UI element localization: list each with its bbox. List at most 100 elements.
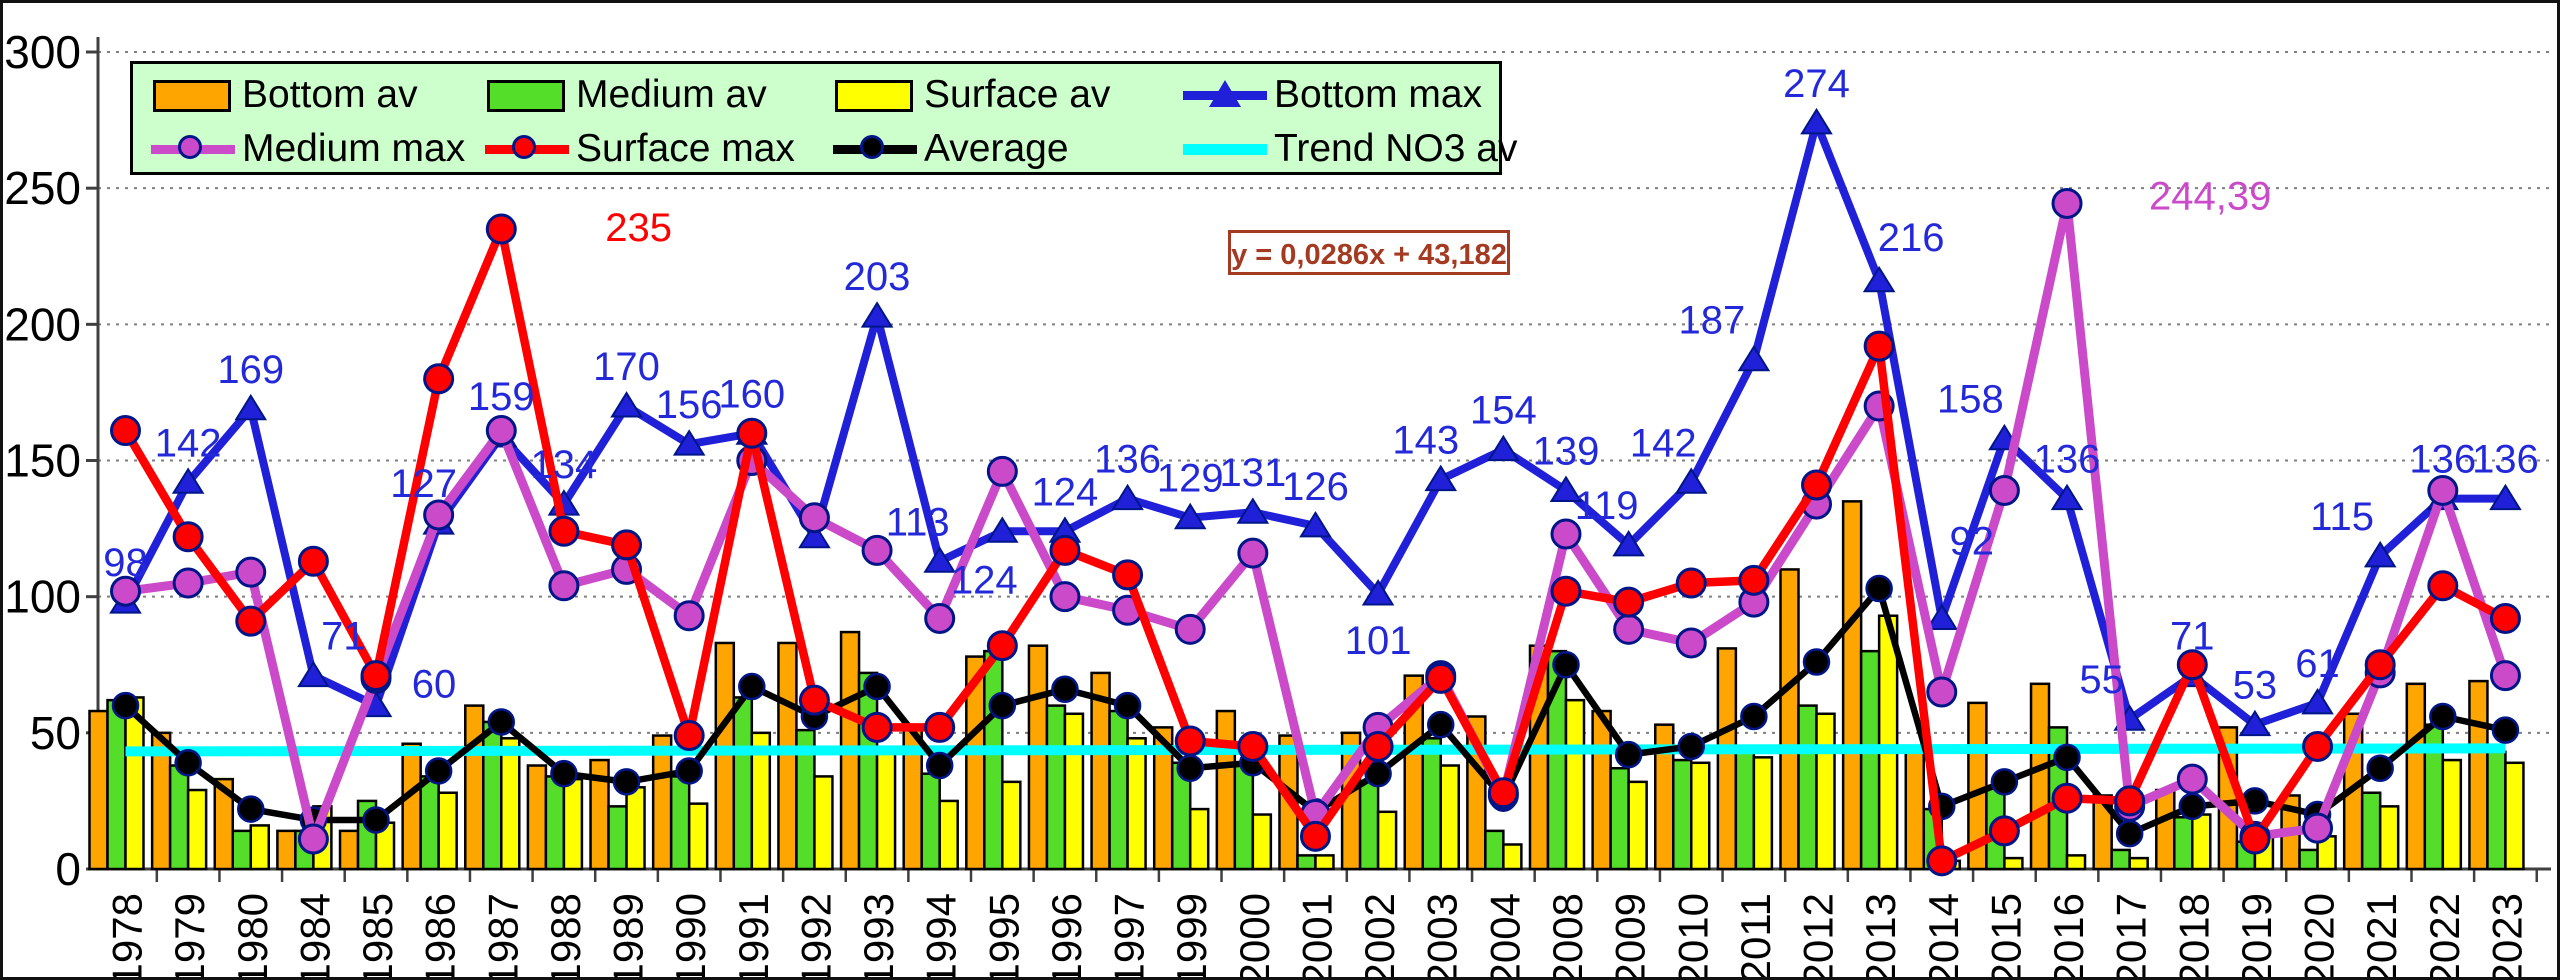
- bar-surface-av-2017: [2128, 856, 2149, 871]
- bar-medium-av-2010: [1672, 758, 1693, 871]
- point-medium-max-1987: [485, 415, 517, 447]
- data-label-bottom-max-2009: 119: [1575, 484, 1639, 528]
- legend-item-medium-av: Medium av: [485, 72, 767, 118]
- bar-surface-av-1994: [938, 799, 959, 871]
- bar-surface-av-2016: [2065, 854, 2087, 871]
- x-label-2000: 2000: [1231, 893, 1278, 980]
- bar-surface-av-1986: [437, 791, 458, 871]
- data-label-bottom-max-2002: 101: [1345, 619, 1412, 663]
- bar-bottom-av-1985: [338, 829, 360, 871]
- data-label-bottom-max-1988: 134: [531, 443, 598, 487]
- bar-surface-av-2012: [1815, 712, 1836, 871]
- point-average-1997: [1113, 691, 1142, 720]
- point-average-2017: [2115, 819, 2144, 848]
- data-label-bottom-max-2011: 187: [1679, 299, 1746, 343]
- point-bottom-max-1980: [234, 393, 268, 421]
- x-label-1992: 1992: [792, 893, 839, 980]
- bar-surface-av-2002: [1376, 810, 1398, 871]
- bar-medium-av-2001: [1296, 854, 1317, 871]
- x-axis: 1978 1979 1980 1984 1985 1986 1987 1988 1989 1990…: [104, 869, 2539, 980]
- point-medium-max-2015: [1988, 474, 2020, 506]
- data-label-bottom-max-2020: 61: [2295, 642, 2340, 686]
- bar-medium-av-2002: [1358, 780, 1380, 871]
- gridlines: [98, 51, 2551, 734]
- point-surface-max-2003: [1425, 662, 1457, 694]
- legend-item-surface-av: Surface av: [833, 72, 1110, 118]
- legend-label: Medium max: [242, 127, 466, 170]
- data-label-bottom-max-1984: 71: [321, 615, 366, 659]
- bar-bottom-av-2018: [2155, 788, 2176, 871]
- data-label-bottom-max-2008: 139: [1533, 429, 1600, 473]
- point-average-2008: [1552, 651, 1580, 679]
- bar-medium-av-1979: [168, 764, 190, 871]
- bar-surface-av-2003: [1439, 764, 1460, 871]
- point-average-2022: [2429, 702, 2457, 731]
- legend-item-trend-no3-av: Trend NO3 av: [1183, 126, 1517, 172]
- data-label-bottom-max-1985: 60: [412, 663, 457, 707]
- x-label-2015: 2015: [1982, 893, 2029, 980]
- bar-bottom-av-2016: [2029, 682, 2051, 871]
- point-surface-max-2021: [2364, 649, 2396, 681]
- legend-swatch-triangle-icon: [1183, 73, 1267, 117]
- x-label-1990: 1990: [667, 893, 714, 980]
- point-surface-max-2013: [1863, 330, 1895, 362]
- x-label-2004: 2004: [1481, 893, 1528, 980]
- bar-bottom-av-2000: [1215, 709, 1237, 871]
- point-average-1986: [424, 757, 453, 785]
- point-surface-max-2004: [1487, 777, 1519, 809]
- point-bottom-max-1989: [610, 391, 643, 418]
- point-surface-max-1978: [110, 415, 141, 447]
- point-medium-max-2009: [1613, 613, 1645, 645]
- data-label-bottom-max-1996: 124: [1032, 470, 1099, 514]
- line-surface-max: [110, 213, 2521, 877]
- point-surface-max-2008: [1550, 575, 1582, 607]
- data-label-bottom-max-1979: 142: [155, 421, 222, 465]
- point-average-1996: [1051, 675, 1079, 704]
- legend-swatch-bar-icon: [151, 73, 235, 117]
- data-label-bottom-max-1991: 160: [718, 372, 785, 416]
- bar-surface-av-1991: [750, 731, 772, 871]
- point-bottom-max-2004: [1487, 434, 1520, 462]
- bar-medium-av-2018: [2173, 816, 2194, 871]
- data-label-bottom-max-2016: 136: [2034, 438, 2101, 482]
- bar-medium-av-2023: [2486, 750, 2507, 871]
- point-medium-max-2023: [2489, 660, 2521, 692]
- point-medium-max-2000: [1237, 537, 1269, 569]
- point-average-2011: [1740, 702, 1768, 731]
- x-label-2021: 2021: [2358, 893, 2405, 980]
- point-surface-max-2019: [2239, 823, 2271, 855]
- point-medium-max-2010: [1675, 627, 1707, 659]
- bar-surface-av-2015: [2003, 856, 2024, 871]
- point-medium-max-1993: [861, 534, 893, 566]
- bar-medium-av-1986: [419, 775, 440, 871]
- bar-medium-av-2000: [1233, 761, 1255, 871]
- point-medium-max-2008: [1550, 518, 1582, 550]
- bar-bottom-av-2009: [1591, 709, 1612, 871]
- point-surface-max-1985: [360, 660, 392, 692]
- trend-line: [125, 743, 2506, 757]
- bar-medium-av-1994: [920, 772, 941, 871]
- data-label-bottom-max-1986: 127: [390, 462, 457, 506]
- x-label-2008: 2008: [1544, 893, 1591, 980]
- point-average-1978: [111, 691, 140, 720]
- bar-bottom-av-2023: [2468, 679, 2489, 871]
- bar-surface-av-2009: [1627, 780, 1648, 871]
- point-surface-max-1999: [1174, 725, 1206, 757]
- legend: Bottom av Medium av Surface av Bottom max Me…: [130, 61, 1517, 175]
- point-average-1980: [237, 795, 265, 823]
- point-medium-max-1986: [423, 499, 455, 531]
- x-label-1999: 1999: [1168, 893, 1215, 980]
- data-label-bottom-max-1989: 170: [593, 345, 660, 389]
- bar-bottom-av-2013: [1841, 500, 1863, 871]
- x-label-1978: 1978: [104, 893, 151, 980]
- bar-medium-av-1988: [544, 775, 566, 871]
- labels-bottom-max: 9814216971601271591341701561602031131241…: [103, 62, 2539, 708]
- legend-label: Bottom max: [1274, 73, 1483, 116]
- data-label-bottom-max-1987: 159: [468, 375, 535, 419]
- point-medium-max-2016: [2051, 187, 2083, 219]
- bar-medium-av-1991: [732, 696, 754, 871]
- legend-item-surface-max: Surface max: [485, 126, 795, 172]
- data-label-bottom-max-1990: 156: [656, 383, 723, 427]
- data-label-bottom-max-1980: 169: [217, 348, 284, 392]
- point-average-2015: [1990, 768, 2019, 796]
